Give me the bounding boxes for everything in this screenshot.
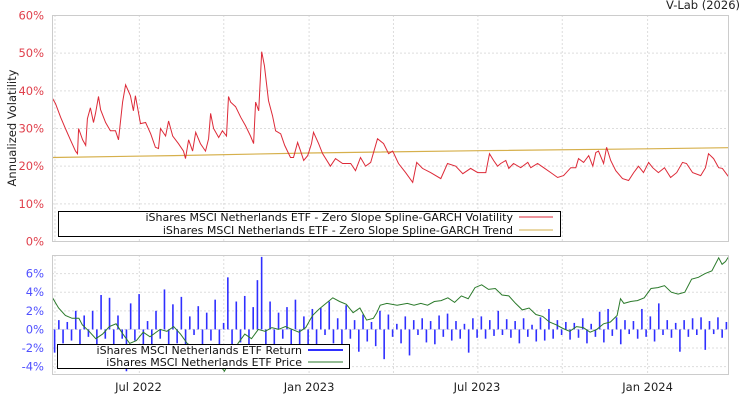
y-tick-label: 0% [26, 322, 44, 336]
y-tick-label: 6% [26, 267, 44, 281]
legend-volatility-label: iShares MSCI Netherlands ETF - Zero Slop… [145, 211, 513, 224]
price-line [52, 256, 729, 373]
x-tick-label: Jan 2023 [283, 380, 335, 394]
y-tick-label: 60% [18, 9, 44, 23]
y-tick-label: 0% [26, 235, 44, 249]
y-tick-label: 10% [18, 197, 44, 211]
return-legend: iShares MSCI Netherlands ETF Return iSha… [57, 344, 350, 369]
y-tick-label: -2% [22, 341, 44, 355]
volatility-y-ticks: 0% 10% 20% 30% 40% 50% 60% [18, 9, 44, 249]
watermark: V-Lab (2026) [666, 0, 740, 12]
return-plot-area [52, 256, 729, 373]
y-axis-label: Annualized Volatility [5, 69, 19, 186]
y-tick-label: -4% [22, 360, 44, 374]
legend-box [58, 211, 561, 237]
x-tick-label: Jul 2023 [453, 380, 501, 394]
volatility-legend: iShares MSCI Netherlands ETF - Zero Slop… [58, 211, 561, 237]
legend-box [57, 344, 350, 369]
volatility-plot-area [52, 51, 729, 184]
return-plot-frame [52, 255, 729, 375]
x-tick-label: Jan 2024 [621, 380, 673, 394]
x-axis-ticks: Jul 2022 Jan 2023 Jul 2023 Jan 2024 [114, 380, 673, 394]
y-tick-label: 40% [18, 84, 44, 98]
volatility-plot-frame [52, 15, 729, 242]
x-tick-label: Jul 2022 [114, 380, 162, 394]
y-tick-label: 30% [18, 122, 44, 136]
volatility-line [52, 51, 729, 184]
legend-trend-label: iShares MSCI Netherlands ETF - Zero Slop… [163, 224, 513, 237]
legend-price-label: iShares MSCI Netherlands ETF Price [106, 356, 302, 369]
y-tick-label: 20% [18, 159, 44, 173]
volatility-grid [52, 15, 729, 242]
y-tick-label: 50% [18, 46, 44, 60]
trend-line [52, 147, 729, 159]
y-tick-label: 4% [26, 285, 44, 299]
legend-return-label: iShares MSCI Netherlands ETF Return [97, 344, 302, 357]
return-y-ticks: -4% -2% 0% 2% 4% 6% [22, 267, 44, 374]
y-tick-label: 2% [26, 304, 44, 318]
